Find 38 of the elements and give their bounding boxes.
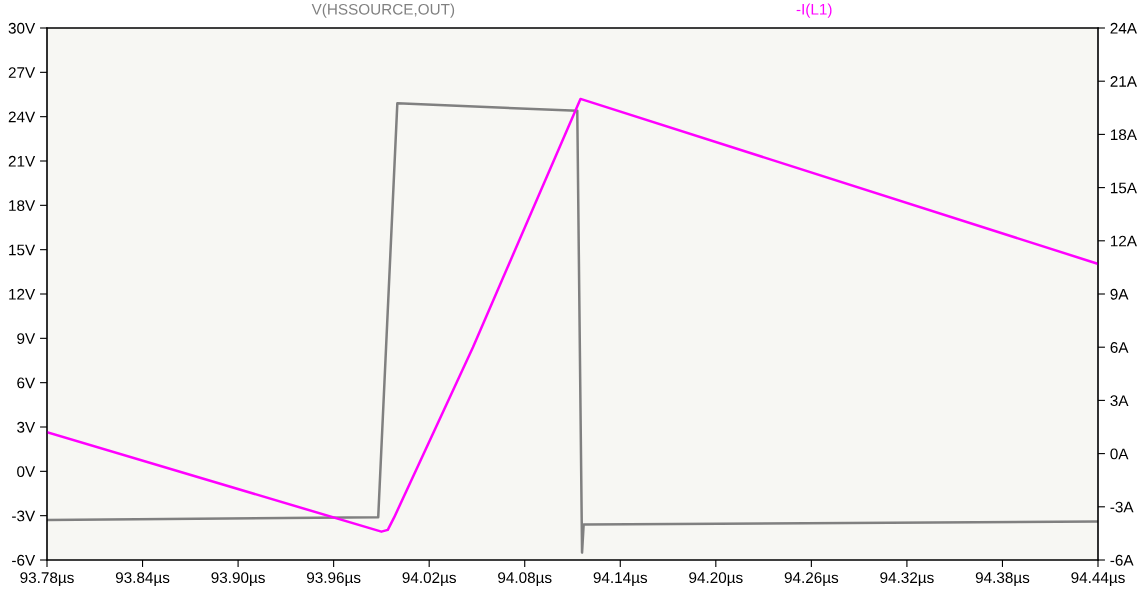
y-tick-label: -6V [12, 554, 36, 566]
y2-tick-label: -6A [1110, 554, 1134, 566]
y-tick-label: 6V [17, 377, 36, 389]
y-tick-label: 24V [8, 111, 36, 123]
y-tick-label: 21V [8, 155, 36, 167]
x-tick-label: 93.90µs [211, 572, 265, 587]
y2-tick-label: 18A [1110, 129, 1137, 141]
y2-tick-label: 15A [1110, 182, 1137, 194]
x-tick-label: 94.20µs [689, 572, 743, 587]
x-tick-label: 94.38µs [975, 572, 1030, 587]
y-tick-label: 18V [9, 200, 36, 212]
y2-tick-label: 9A [1110, 288, 1129, 300]
y-tick-label: -3V [12, 510, 36, 522]
y2-tick-label: 12A [1110, 235, 1137, 247]
y2-tick-label: 6A [1110, 342, 1129, 353]
x-tick-label: 94.44µs [1071, 572, 1125, 587]
y-tick-label: 30V [8, 22, 36, 34]
y2-tick-label: 21A [1110, 76, 1137, 87]
x-tick-label: 94.14µs [593, 572, 648, 587]
y2-tick-label: 3A [1110, 395, 1129, 407]
x-tick-label: 94.08µs [498, 572, 552, 587]
x-tick-label: 93.84µs [115, 572, 170, 587]
x-tick-label: 93.96µs [307, 572, 361, 587]
y-tick-label: 3V [17, 421, 36, 433]
y-tick-label: 27V [8, 67, 36, 78]
y-tick-label: 9V [17, 333, 36, 345]
y-tick-label: 12V [9, 288, 36, 300]
x-tick-label: 94.32µs [880, 572, 934, 587]
y-tick-label: 15V [9, 244, 36, 256]
y2-tick-label: -3A [1110, 501, 1134, 513]
y2-tick-label: 0A [1110, 448, 1129, 460]
text: V(HSSOURCE,OUT) [311, 3, 455, 18]
y-tick-label: 0V [17, 466, 36, 478]
x-tick-label: 94.26µs [784, 572, 839, 587]
x-tick-label: 94.02µs [402, 572, 456, 587]
y2-tick-label: 24A [1110, 22, 1137, 34]
text: -I(L1) [796, 3, 832, 18]
x-tick-label: 93.78µs [20, 572, 74, 587]
